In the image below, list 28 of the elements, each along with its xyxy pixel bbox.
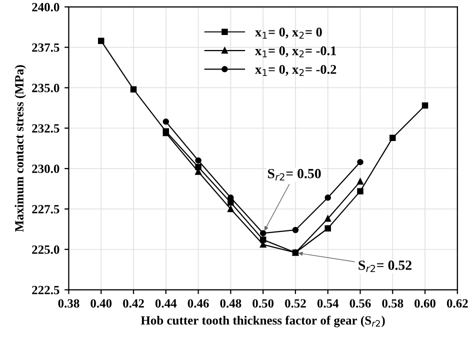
x-tick-label: 0.44	[155, 299, 177, 308]
x-tick-label: 0.58	[382, 299, 404, 308]
x-tick-label: 0.46	[188, 299, 209, 308]
y-tick-label: 225.0	[32, 245, 60, 254]
x-tick-label: 0.60	[414, 299, 436, 308]
y-tick-label: 222.5	[32, 286, 60, 294]
legend-label: x$_{1}$= 0, x$_{2}$= -0.2	[255, 64, 336, 76]
y-axis-title: Maximum contact stress (MPa)	[14, 65, 26, 232]
x-tick-label: 0.38	[58, 299, 80, 308]
x-tick-label: 0.62	[446, 299, 468, 308]
y-tick-label: 227.5	[32, 205, 60, 214]
legend-label: x$_{1}$= 0, x$_{2}$= -0.1	[255, 46, 336, 58]
x-tick-label: 0.42	[123, 299, 144, 308]
x-tick-label: 0.40	[90, 299, 112, 308]
y-tick-label: 240.0	[32, 2, 60, 12]
x-axis-title: Hob cutter tooth thickness factor of gear (S$_{r2}$)	[140, 316, 385, 328]
x-tick-label: 0.54	[317, 299, 339, 308]
x-tick-label: 0.52	[285, 299, 306, 308]
y-tick-label: 235.0	[32, 84, 60, 92]
y-tick-label: 232.5	[32, 124, 60, 133]
legend-label: x$_{1}$= 0, x$_{2}$= 0	[255, 28, 322, 39]
x-tick-label: 0.48	[220, 299, 242, 308]
annotation: S$_{r2}$= 0.52	[358, 260, 412, 272]
y-tick-label: 237.5	[32, 43, 60, 52]
y-tick-label: 230.0	[32, 164, 60, 174]
x-tick-label: 0.56	[350, 299, 371, 308]
x-tick-label: 0.50	[252, 299, 274, 308]
annotation: S$_{r2}$= 0.50	[268, 168, 321, 180]
